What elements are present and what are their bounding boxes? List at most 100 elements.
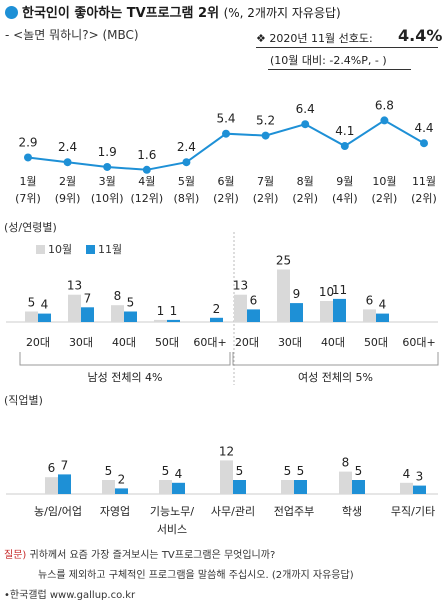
job-bar-october xyxy=(45,477,58,494)
rank-tick-label: (10위) xyxy=(91,192,124,205)
bar-value-label: 6 xyxy=(250,293,258,307)
job-bar-october xyxy=(281,480,294,494)
section-label-gender-age: (성/연령별) xyxy=(4,221,57,234)
trend-point xyxy=(301,120,310,129)
bar-november xyxy=(376,313,389,322)
job-bar-november xyxy=(58,474,71,494)
legend-november: 11월 xyxy=(86,241,122,257)
trend-point xyxy=(420,139,428,148)
job-bar-november xyxy=(352,480,365,494)
bar-october xyxy=(234,294,247,322)
preference-value: 4.4% xyxy=(398,26,443,45)
trend-value-label: 2.9 xyxy=(18,135,37,149)
job-bar-october xyxy=(159,480,172,494)
bar-october xyxy=(320,301,333,322)
rank-tick-label: (7위) xyxy=(15,192,41,205)
bar-november xyxy=(333,298,346,322)
chart-subtitle: - <놀면 뭐하니?> (MBC) xyxy=(5,28,139,42)
job-bar-value-label: 5 xyxy=(284,464,292,478)
job-tick-label: 전업주부 xyxy=(274,505,314,518)
month-tick-label: 6월 xyxy=(217,175,234,188)
job-bar-value-label: 5 xyxy=(105,464,113,478)
trend-value-label: 2.4 xyxy=(177,140,196,154)
job-bar-value-label: 5 xyxy=(297,464,305,478)
age-tick-label: 20대 xyxy=(26,336,50,349)
bar-october xyxy=(363,309,376,322)
age-tick-label: 50대 xyxy=(155,336,179,349)
bar-value-label: 10 xyxy=(319,285,334,299)
month-tick-label: 4월 xyxy=(138,175,155,188)
month-tick-label: 3월 xyxy=(99,175,116,188)
bar-value-label: 8 xyxy=(114,289,122,303)
bar-november xyxy=(124,311,137,322)
job-bar-value-label: 3 xyxy=(416,470,424,484)
job-bar-october xyxy=(400,482,413,494)
bar-value-label: 1 xyxy=(170,304,178,318)
trend-value-label: 6.4 xyxy=(296,102,315,116)
bar-november xyxy=(167,319,180,322)
trend-value-label: 6.8 xyxy=(375,98,394,112)
age-tick-label: 60대+ xyxy=(402,336,435,349)
job-tick-label: 학생 xyxy=(342,505,362,518)
job-bar-october xyxy=(102,480,115,494)
age-tick-label: 60대+ xyxy=(193,336,226,349)
job-tick-label: 사무/관리 xyxy=(211,505,255,518)
group-caption: 여성 전체의 5% xyxy=(298,371,373,384)
question-label: 질문) xyxy=(4,550,27,561)
job-bar-value-label: 5 xyxy=(236,464,244,478)
preference-note-underline xyxy=(268,69,411,70)
bar-november xyxy=(210,317,223,322)
month-tick-label: 1월 xyxy=(19,175,36,188)
preference-underline xyxy=(256,47,438,48)
month-tick-label: 8월 xyxy=(297,175,314,188)
job-tick-label: 농/임/어업 xyxy=(34,505,82,518)
trend-value-label: 2.4 xyxy=(58,140,77,154)
rank-tick-label: (2위) xyxy=(253,192,279,205)
age-tick-label: 40대 xyxy=(321,336,345,349)
legend-swatch-blue xyxy=(86,245,95,254)
bar-value-label: 5 xyxy=(127,296,135,310)
bar-value-label: 2 xyxy=(213,302,221,316)
rank-tick-label: (12위) xyxy=(130,192,163,205)
age-tick-label: 30대 xyxy=(278,336,302,349)
age-tick-label: 30대 xyxy=(69,336,93,349)
job-bar-november xyxy=(294,480,307,494)
section-label-job: (직업별) xyxy=(4,394,43,407)
job-bar-value-label: 5 xyxy=(162,464,170,478)
bar-november xyxy=(290,303,303,322)
bar-october xyxy=(25,311,38,322)
trend-point xyxy=(182,158,191,167)
bar-value-label: 9 xyxy=(293,287,301,301)
rank-tick-label: (8위) xyxy=(174,192,200,205)
trend-point xyxy=(380,116,389,125)
job-bar-october xyxy=(220,460,233,494)
job-bar-value-label: 6 xyxy=(48,461,56,475)
bar-value-label: 1 xyxy=(157,304,165,318)
trend-point xyxy=(142,165,151,174)
bar-october xyxy=(111,305,124,322)
trend-value-label: 5.4 xyxy=(216,112,235,126)
rank-tick-label: (2위) xyxy=(292,192,318,205)
rank-tick-label: (2위) xyxy=(372,192,398,205)
legend-october: 10월 xyxy=(36,241,72,257)
trend-point xyxy=(24,153,32,162)
month-tick-label: 2월 xyxy=(59,175,76,188)
bar-value-label: 13 xyxy=(67,279,82,293)
job-tick-label: 자영업 xyxy=(100,505,130,518)
job-tick-label: 서비스 xyxy=(157,523,187,536)
job-bar-value-label: 12 xyxy=(219,444,234,458)
job-bar-value-label: 7 xyxy=(61,458,69,472)
job-bar-october xyxy=(339,471,352,494)
footer-question-2: 뉴스를 제외하고 구체적인 프로그램을 말씀해 주십시오. (2개까지 자유응답… xyxy=(38,570,354,581)
question-line-1: 귀하께서 요즘 가장 즐겨보시는 TV프로그램은 무엇입니까? xyxy=(29,550,276,561)
chart-title: 한국인이 좋아하는 TV프로그램 2위 (%, 2개까지 자유응답) xyxy=(22,6,341,21)
job-bar-value-label: 5 xyxy=(355,464,363,478)
bar-value-label: 4 xyxy=(41,298,49,312)
job-bar-november xyxy=(413,485,426,494)
trend-value-label: 1.9 xyxy=(98,145,117,159)
group-bracket xyxy=(232,352,439,366)
group-caption: 남성 전체의 4% xyxy=(87,371,162,384)
bar-value-label: 6 xyxy=(366,293,374,307)
bar-october xyxy=(154,319,167,322)
month-tick-label: 5월 xyxy=(178,175,195,188)
